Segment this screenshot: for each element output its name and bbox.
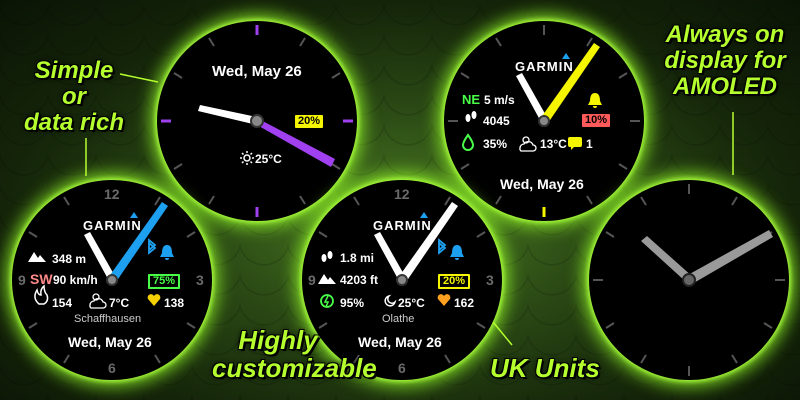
- notifications-count: 1: [586, 137, 593, 151]
- elevation-label: 4203 ft: [340, 273, 379, 287]
- location-label: Olathe: [382, 313, 415, 325]
- numeral-12: 12: [394, 186, 410, 202]
- steps-label: 4045: [483, 114, 510, 128]
- cloudy-sun-icon: [89, 293, 107, 309]
- caption-customizable: Highly customizable: [212, 325, 377, 384]
- minute-hand: [540, 43, 600, 123]
- lightning-icon: [320, 294, 334, 308]
- hand-pivot: [250, 114, 264, 128]
- date-label: Wed, May 26: [358, 334, 442, 350]
- bell-icon: [160, 245, 174, 260]
- numeral-6: 6: [108, 360, 116, 376]
- heart-rate-label: 138: [164, 296, 185, 310]
- watch-yellow-dial: [448, 25, 640, 217]
- numeral-6: 6: [398, 360, 406, 376]
- wind-direction-label: SW: [30, 271, 53, 287]
- minute-hand: [398, 202, 458, 282]
- hand-pivot: [538, 115, 550, 127]
- sun-icon: [240, 151, 254, 165]
- watch-rich-blue: 12 3 6 9 GARMIN 348 m SW 90 km/h 75% 154…: [12, 180, 212, 380]
- bluetooth-icon: [438, 238, 447, 255]
- temperature-label: 13°C: [540, 137, 567, 151]
- footsteps-icon: [465, 111, 477, 122]
- distance-label: 1.8 mi: [340, 251, 375, 265]
- flame-icon: [34, 284, 49, 305]
- humidity-label: 35%: [483, 137, 508, 151]
- intensity-label: 95%: [340, 296, 365, 310]
- location-label: Schaffhausen: [74, 313, 142, 325]
- minute-hand: [108, 202, 168, 282]
- watch-amoled: [589, 180, 789, 380]
- watch-simple: Wed, May 26 20% 25°C: [157, 21, 357, 221]
- brand-label: GARMIN: [515, 59, 574, 74]
- wind-direction-label: NE: [462, 92, 481, 107]
- battery-badge: 75%: [148, 274, 181, 289]
- hand-pivot: [106, 274, 118, 286]
- watch-rich-yellow: GARMIN NE 5 m/s 4045 10% 35% 13°C 1 Wed,…: [444, 21, 644, 221]
- hand-pivot: [682, 273, 696, 287]
- calories-label: 154: [52, 296, 73, 310]
- garmin-triangle-icon: [562, 53, 570, 59]
- minute-hand: [686, 230, 773, 284]
- date-label: Wed, May 26: [500, 176, 584, 192]
- watch-amoled-dial: [593, 184, 785, 376]
- hour-hand: [198, 105, 257, 125]
- moon-icon: [384, 294, 397, 307]
- numeral-9: 9: [18, 272, 26, 288]
- numeral-3: 3: [196, 272, 204, 288]
- mountain-icon: [28, 252, 46, 262]
- watch-blue-dial: [28, 196, 196, 364]
- caption-uk-units: UK Units: [490, 353, 600, 383]
- battery-badge: 10%: [582, 114, 611, 127]
- date-label: Wed, May 26: [68, 334, 152, 350]
- temperature-label: 7°C: [109, 296, 130, 310]
- garmin-triangle-icon: [420, 212, 428, 218]
- numeral-9: 9: [308, 272, 316, 288]
- watch-uk-dial: [318, 196, 486, 364]
- caption-simple: Simple or data rich: [23, 57, 125, 136]
- wind-speed-label: 90 km/h: [53, 273, 98, 287]
- brand-label: GARMIN: [373, 218, 432, 233]
- caption-amoled: Always on display for AMOLED: [664, 21, 786, 100]
- water-drop-icon: [461, 133, 475, 151]
- mountain-icon: [318, 274, 336, 284]
- temperature-label: 25°C: [398, 296, 425, 310]
- heart-rate-label: 162: [454, 296, 475, 310]
- watch-simple-dial: [161, 25, 353, 217]
- garmin-triangle-icon: [130, 212, 138, 218]
- cloudy-sun-icon: [519, 136, 537, 152]
- battery-badge: 20%: [438, 274, 471, 289]
- hour-hand: [516, 73, 548, 120]
- heart-icon: [437, 294, 451, 306]
- bell-icon: [450, 245, 464, 260]
- bell-icon: [588, 93, 602, 108]
- altitude-label: 348 m: [52, 252, 87, 266]
- numeral-3: 3: [486, 272, 494, 288]
- watch-uk-units: 12 3 6 9 GARMIN 1.8 mi 4203 ft 20% 95% 2…: [302, 180, 502, 380]
- brand-label: GARMIN: [83, 218, 142, 233]
- hour-hand: [84, 232, 116, 279]
- footsteps-icon: [321, 251, 333, 262]
- numeral-12: 12: [104, 186, 120, 202]
- hour-hand: [641, 236, 693, 281]
- heart-icon: [147, 294, 161, 306]
- temperature-label: 25°C: [255, 152, 282, 166]
- battery-badge: 20%: [295, 115, 324, 128]
- message-icon: [568, 137, 582, 150]
- hand-pivot: [396, 274, 408, 286]
- wind-speed-label: 5 m/s: [484, 93, 515, 107]
- hour-hand: [374, 232, 406, 279]
- bluetooth-icon: [148, 238, 157, 255]
- minute-hand: [255, 117, 335, 167]
- date-label: Wed, May 26: [212, 63, 302, 80]
